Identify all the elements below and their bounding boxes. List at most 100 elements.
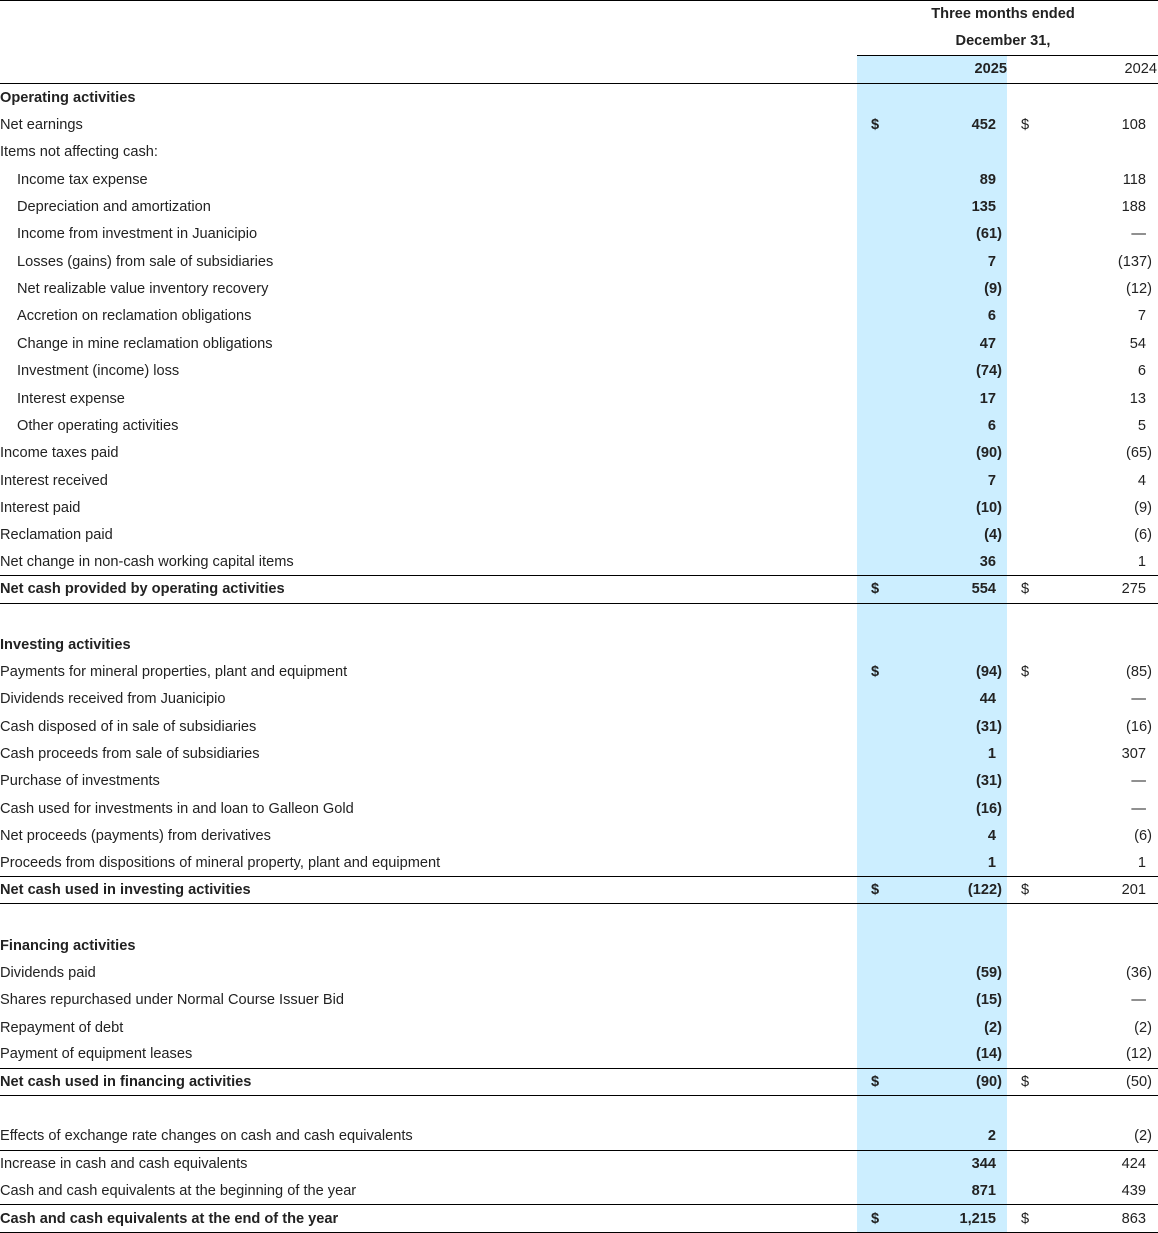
- row-label: Effects of exchange rate changes on cash…: [0, 1128, 413, 1145]
- value-2024: (2): [1134, 1128, 1152, 1145]
- total-row: Net cash provided by operating activitie…: [0, 576, 1158, 604]
- value-2025: 1: [987, 854, 996, 871]
- value-2024: —: [1131, 800, 1146, 817]
- value-2025: 7: [987, 472, 996, 489]
- value-2025: (9): [984, 281, 1002, 298]
- value-2024: 275: [1121, 581, 1146, 598]
- row-label: Dividends received from Juanicipio: [0, 691, 226, 708]
- row-label: Cash proceeds from sale of subsidiaries: [0, 746, 260, 763]
- row-label: Financing activities: [0, 937, 136, 954]
- row-label: Repayment of debt: [0, 1019, 124, 1036]
- value-2024: 54: [1129, 335, 1146, 352]
- value-2025: (10): [976, 499, 1002, 516]
- value-2025: 554: [971, 581, 996, 598]
- row-label: Interest expense: [17, 390, 125, 407]
- table-row: Income taxes paid (90) (65): [0, 440, 1158, 467]
- value-2024: (2): [1134, 1019, 1152, 1036]
- value-2025: 6: [987, 417, 996, 434]
- value-2024: (12): [1126, 281, 1152, 298]
- row-label: Net cash used in investing activities: [0, 882, 251, 899]
- table-row: Payment of equipment leases (14) (12): [0, 1041, 1158, 1069]
- value-2024: (9): [1134, 499, 1152, 516]
- year-current-header: 2025: [974, 61, 1007, 77]
- row-label: Interest paid: [0, 499, 81, 516]
- table-row: Purchase of investments (31) —: [0, 768, 1158, 795]
- current-period-highlight: [857, 55, 1007, 1233]
- value-2025: (31): [976, 718, 1002, 735]
- section-header-row: Investing activities: [0, 631, 1158, 658]
- currency-symbol: $: [1021, 664, 1030, 681]
- table-row: Cash disposed of in sale of subsidiaries…: [0, 713, 1158, 740]
- row-label: Payments for mineral properties, plant a…: [0, 664, 348, 681]
- table-row: Accretion on reclamation obligations 6 7: [0, 303, 1158, 330]
- table-row: Proceeds from dispositions of mineral pr…: [0, 850, 1158, 878]
- value-2024: 4: [1137, 472, 1146, 489]
- currency-symbol: $: [1021, 1210, 1030, 1227]
- value-2024: 188: [1121, 199, 1146, 216]
- row-label: Increase in cash and cash equivalents: [0, 1156, 248, 1173]
- value-2025: 1,215: [959, 1210, 996, 1227]
- row-label: Depreciation and amortization: [17, 199, 211, 216]
- total-row: Net cash used in investing activities $ $ (…: [0, 877, 1158, 905]
- header-rule: [857, 55, 1158, 56]
- currency-symbol: $: [1021, 882, 1030, 899]
- currency-symbol: $: [1021, 581, 1030, 598]
- period-header: Three months ended: [931, 6, 1075, 22]
- table-row: Interest received 7 4: [0, 467, 1158, 494]
- value-2025: (122): [967, 882, 1002, 899]
- value-2024: 118: [1122, 171, 1146, 188]
- row-label: Net cash used in financing activities: [0, 1073, 252, 1090]
- row-label: Dividends paid: [0, 964, 96, 981]
- value-2025: 871: [971, 1183, 996, 1200]
- row-label: Interest received: [0, 472, 108, 489]
- currency-symbol: $: [871, 117, 880, 134]
- row-label: Income tax expense: [17, 171, 148, 188]
- total-row: Cash and cash equivalents at the end of …: [0, 1205, 1158, 1233]
- currency-symbol: $: [871, 1073, 880, 1090]
- table-row: Investment (income) loss (74) 6: [0, 358, 1158, 385]
- total-row: Net cash used in financing activities $ $ (…: [0, 1069, 1158, 1096]
- value-2025: (2): [984, 1019, 1002, 1036]
- header-bottom-rule: [0, 83, 1158, 84]
- value-2025: 1: [987, 746, 996, 763]
- table-row: Depreciation and amortization 135 188: [0, 193, 1158, 220]
- value-2025: 89: [979, 171, 996, 188]
- value-2024: 307: [1121, 746, 1146, 763]
- table-row: Net change in non-cash working capital i…: [0, 549, 1158, 577]
- row-label: Accretion on reclamation obligations: [17, 308, 252, 325]
- row-label: Income from investment in Juanicipio: [17, 226, 258, 243]
- table-row: Other operating activities 6 5: [0, 412, 1158, 439]
- currency-symbol: $: [1021, 1073, 1030, 1090]
- table-row: Dividends paid (59) (36): [0, 959, 1158, 986]
- value-2024: (6): [1134, 828, 1152, 845]
- row-label: Cash and cash equivalents at the end of …: [0, 1210, 339, 1227]
- table-row: Effects of exchange rate changes on cash…: [0, 1123, 1158, 1151]
- row-label: Operating activities: [0, 89, 136, 106]
- value-2024: 201: [1121, 882, 1146, 899]
- row-label: Reclamation paid: [0, 527, 113, 544]
- value-2025: 6: [987, 308, 996, 325]
- currency-symbol: $: [871, 581, 880, 598]
- row-label: Change in mine reclamation obligations: [17, 335, 273, 352]
- row-label: Losses (gains) from sale of subsidiaries: [17, 253, 274, 270]
- table-row: Interest expense 17 13: [0, 385, 1158, 412]
- row-label: Net proceeds (payments) from derivatives: [0, 828, 271, 845]
- value-2025: (90): [976, 1073, 1002, 1090]
- blank-row: [0, 604, 1158, 631]
- value-2025: (16): [976, 800, 1002, 817]
- row-label: Other operating activities: [17, 417, 179, 434]
- table-row: Cash and cash equivalents at the beginni…: [0, 1178, 1158, 1206]
- value-2025: 7: [987, 253, 996, 270]
- value-2025: (59): [976, 964, 1002, 981]
- value-2024: —: [1131, 691, 1146, 708]
- value-2024: 424: [1121, 1156, 1146, 1173]
- value-2024: —: [1131, 773, 1146, 790]
- value-2024: 7: [1137, 308, 1146, 325]
- row-label: Income taxes paid: [0, 445, 119, 462]
- value-2025: (94): [976, 664, 1002, 681]
- currency-symbol: $: [1021, 117, 1030, 134]
- value-2024: 1: [1137, 854, 1146, 871]
- value-2024: (137): [1117, 253, 1152, 270]
- value-2024: —: [1131, 226, 1146, 243]
- table-row: Net earnings $ $452 108: [0, 111, 1158, 138]
